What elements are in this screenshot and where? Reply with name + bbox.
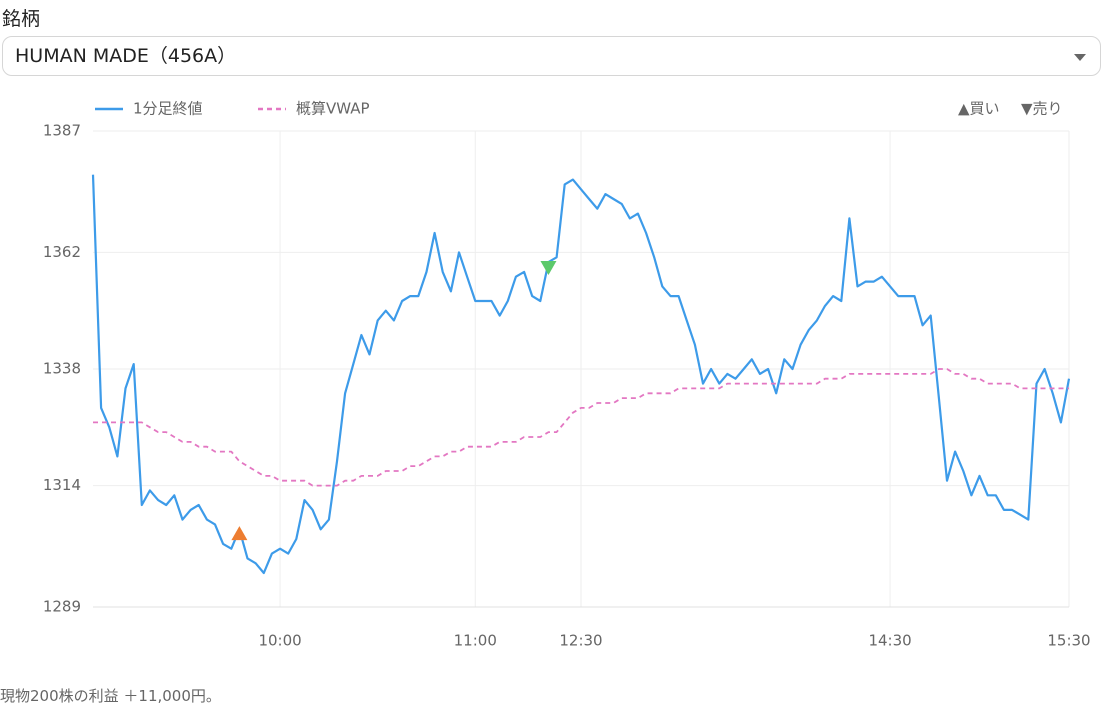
x-tick-label: 11:00 [454,632,497,650]
y-tick-label: 1362 [43,243,81,261]
x-tick-label: 14:30 [868,632,911,650]
legend-label: 1分足終値 [133,100,203,118]
series-line [91,174,1071,575]
y-tick-label: 1314 [43,476,81,494]
y-tick-label: 1338 [43,360,81,378]
trade-marker [540,261,557,275]
series-line [93,368,1069,487]
stock-select[interactable]: HUMAN MADE（456A） [2,36,1101,76]
profit-note: 現物200株の利益 ＋11,000円。 [0,687,221,705]
trade-marker [231,526,248,541]
y-tick-label: 1289 [43,598,81,616]
field-label: 銘柄 [2,8,41,30]
legend-label: 概算VWAP [296,100,370,118]
legend-label: ▲買い [958,100,1000,118]
x-tick-label: 15:30 [1047,632,1090,650]
legend-label: ▼売り [1021,100,1063,118]
y-tick-label: 1387 [43,122,81,140]
x-tick-label: 10:00 [258,632,301,650]
x-tick-label: 12:30 [559,632,602,650]
